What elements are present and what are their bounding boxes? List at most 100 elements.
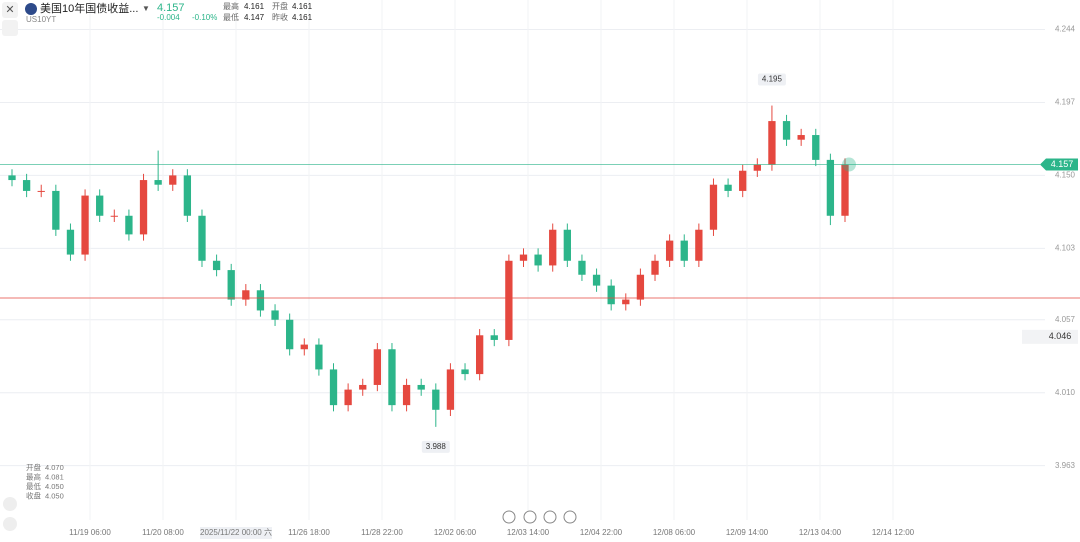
stat-value: 4.161 xyxy=(292,13,313,22)
candle-body xyxy=(490,335,498,340)
tool-button[interactable] xyxy=(2,20,18,36)
candle-body xyxy=(563,229,571,261)
candle-body xyxy=(768,121,776,165)
candle-body xyxy=(52,190,60,230)
y-tick-label: 4.103 xyxy=(1055,243,1076,252)
candle-body xyxy=(125,215,133,235)
zoom-out[interactable] xyxy=(502,510,516,524)
candle-body xyxy=(315,344,323,370)
candle-body xyxy=(169,175,177,185)
info-value: 4.070 xyxy=(45,463,64,472)
x-tick-label: 11/28 22:00 xyxy=(361,528,403,537)
close-icon[interactable]: ✕ xyxy=(5,4,14,16)
change: -0.004 xyxy=(157,13,180,22)
last-price-tag xyxy=(1040,158,1078,171)
x-tick-label: 11/26 18:00 xyxy=(288,528,330,537)
title: 美国10年国债收益... xyxy=(40,1,138,15)
info-label: 最高 xyxy=(26,471,41,481)
stat-label: 最高 xyxy=(223,1,239,11)
x-tick-label: 12/09 14:00 xyxy=(726,528,769,537)
x-tick-label: 12/14 12:00 xyxy=(872,528,915,537)
candle-body xyxy=(388,349,396,406)
max-label: 4.195 xyxy=(762,75,783,84)
min-label-bg xyxy=(421,440,450,453)
candle-body xyxy=(198,215,206,261)
x-tick-label: 12/08 06:00 xyxy=(653,528,696,537)
candle-body xyxy=(227,270,235,300)
price: 4.157 xyxy=(157,2,185,14)
candle-body xyxy=(841,164,849,216)
scroll-right[interactable] xyxy=(543,510,557,524)
x-tick-label: 12/13 04:00 xyxy=(799,528,842,537)
candle-body xyxy=(417,384,425,390)
x-tick-label: 11/19 06:00 xyxy=(69,528,111,537)
stat-label: 昨收 xyxy=(272,12,288,22)
candle-body xyxy=(519,254,528,261)
change-pct: -0.10% xyxy=(192,13,217,22)
candle-body xyxy=(359,384,367,390)
symbol: US10YT xyxy=(26,15,56,24)
candle-body xyxy=(256,290,265,311)
candle-body xyxy=(797,135,805,140)
dropdown[interactable]: ▼ xyxy=(142,4,150,13)
candle-body xyxy=(592,274,601,286)
scroll-left[interactable] xyxy=(523,510,537,524)
stat-value: 4.147 xyxy=(244,13,265,22)
candle-body xyxy=(724,184,732,191)
candle-body xyxy=(154,180,162,185)
candle-body xyxy=(549,229,557,266)
candle-body xyxy=(432,389,440,410)
stat-label: 最低 xyxy=(223,12,239,22)
flag-icon xyxy=(25,3,37,15)
candle-body xyxy=(651,260,659,275)
close-button[interactable] xyxy=(2,2,18,18)
candle-body xyxy=(753,164,761,171)
candle-body xyxy=(212,260,221,271)
crosshair-label-bg xyxy=(200,527,272,539)
min-label: 3.988 xyxy=(426,442,447,451)
candle-body xyxy=(622,299,630,305)
candle-body xyxy=(505,260,513,340)
info-value: 4.081 xyxy=(45,472,64,481)
candle-body xyxy=(22,180,31,191)
candle-body xyxy=(139,180,148,235)
x-tick-label: 12/03 14:00 xyxy=(507,528,550,537)
candle-body xyxy=(475,335,484,375)
info-label: 开盘 xyxy=(26,462,41,472)
stat-value: 4.161 xyxy=(292,2,313,11)
candle-body xyxy=(446,369,455,410)
draw-button[interactable] xyxy=(3,517,17,531)
candle-body xyxy=(578,260,586,275)
y-tick-label: 4.057 xyxy=(1055,315,1076,324)
stat-label: 开盘 xyxy=(272,1,288,11)
candle-body xyxy=(534,254,542,266)
indicator-button[interactable] xyxy=(3,497,17,511)
candle-body xyxy=(709,184,718,230)
candle-body xyxy=(402,384,411,406)
candle-body xyxy=(695,229,703,261)
candle-body xyxy=(242,290,250,300)
candle-body xyxy=(636,274,645,300)
candle-body xyxy=(37,190,45,192)
x-tick-label: 11/20 08:00 xyxy=(142,528,184,537)
candle-body xyxy=(110,215,118,217)
candle-body xyxy=(680,240,688,261)
y-tick-label: 4.244 xyxy=(1055,25,1076,34)
alert-label: 4.046 xyxy=(1049,331,1072,341)
candle-body xyxy=(329,369,338,406)
y-tick-label: 4.197 xyxy=(1055,98,1076,107)
y-tick-label: 4.010 xyxy=(1055,388,1076,397)
candle-body xyxy=(826,159,835,216)
zoom-in[interactable] xyxy=(563,510,577,524)
x-tick-label: 2025/11/22 00:00 六 xyxy=(200,527,272,537)
info-label: 最低 xyxy=(26,481,41,491)
candle-body xyxy=(300,344,308,350)
candle-body xyxy=(812,135,820,160)
info-label: 收盘 xyxy=(26,490,41,500)
info-value: 4.050 xyxy=(45,491,64,500)
candle-body xyxy=(607,285,615,305)
candle-body xyxy=(665,240,674,261)
y-tick-label: 4.150 xyxy=(1055,171,1076,180)
